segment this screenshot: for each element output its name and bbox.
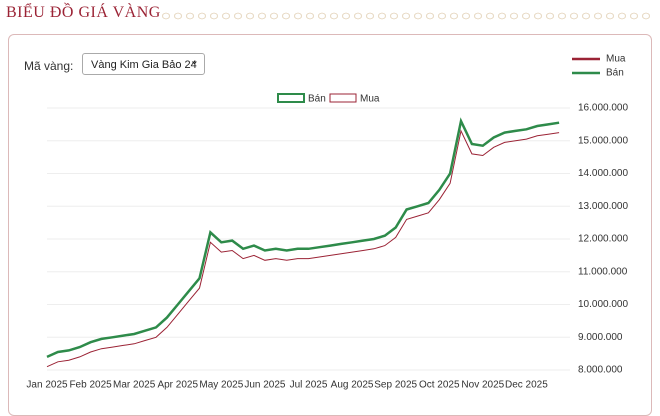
y-tick-label: 8.000.000	[578, 365, 623, 376]
legend-swatch	[277, 93, 305, 103]
y-tick-label: 15.000.000	[578, 135, 628, 146]
x-tick-label: May 2025	[199, 380, 243, 391]
legend-label: Mua	[606, 54, 626, 65]
price-line	[46, 117, 560, 359]
y-tick-label: 13.000.000	[578, 201, 628, 212]
x-tick-label: Apr 2025	[157, 380, 198, 391]
x-tick-label: Jul 2025	[290, 380, 328, 391]
x-tick-label: Aug 2025	[331, 380, 374, 391]
decorative-pattern	[160, 10, 650, 22]
x-tick-label: Dec 2025	[505, 380, 548, 391]
page: BIỂU ĐỒ GIÁ VÀNG Mã vàng: Vàng Kim Gia B…	[0, 0, 660, 404]
chart: 8.000.000 9.000.000 10.000.000 11.000.000 12…	[26, 54, 628, 391]
x-tick-label: Mar 2025	[113, 380, 156, 391]
x-tick-label: Sep 2025	[374, 380, 417, 391]
x-tick-label: Oct 2025	[419, 380, 460, 391]
y-tick-label: 9.000.000	[578, 332, 623, 343]
legend-label: Mua	[360, 94, 380, 105]
legend-swatch	[329, 93, 357, 103]
x-tick-label: Feb 2025	[69, 380, 112, 391]
legend-label: Bán	[308, 94, 326, 105]
x-tick-label: Jun 2025	[244, 380, 286, 391]
y-tick-label: 12.000.000	[578, 234, 628, 245]
page-title: BIỂU ĐỒ GIÁ VÀNG	[6, 4, 161, 21]
legend-label: Bán	[606, 68, 624, 79]
gold-type-select[interactable]: Vàng Kim Gia Bảo 24	[82, 50, 205, 75]
x-tick-label: Jan 2025	[26, 380, 68, 391]
y-tick-label: 14.000.000	[578, 168, 628, 179]
y-tick-label: 11.000.000	[578, 266, 628, 277]
y-tick-label: 10.000.000	[578, 299, 628, 310]
filter-label: Mã vàng:	[24, 59, 74, 73]
x-tick-label: Nov 2025	[461, 380, 504, 391]
price-line	[46, 129, 560, 368]
y-tick-label: 16.000.000	[578, 103, 628, 114]
